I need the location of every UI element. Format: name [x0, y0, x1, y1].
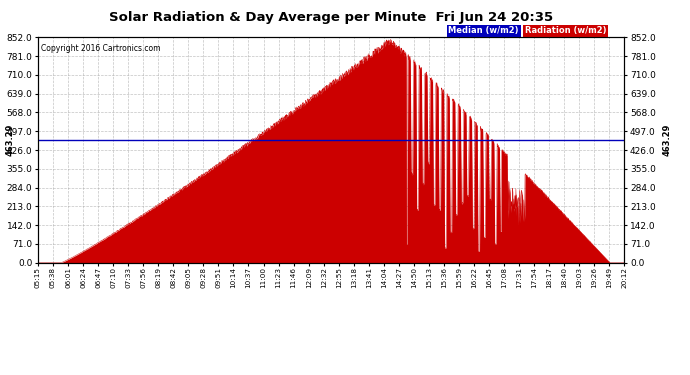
Text: 463.29: 463.29 — [662, 124, 671, 156]
Text: Median (w/m2): Median (w/m2) — [448, 26, 519, 35]
Text: Radiation (w/m2): Radiation (w/m2) — [525, 26, 607, 35]
Text: Copyright 2016 Cartronics.com: Copyright 2016 Cartronics.com — [41, 44, 160, 53]
Text: Solar Radiation & Day Average per Minute  Fri Jun 24 20:35: Solar Radiation & Day Average per Minute… — [109, 11, 553, 24]
Text: 463.29: 463.29 — [6, 124, 14, 156]
